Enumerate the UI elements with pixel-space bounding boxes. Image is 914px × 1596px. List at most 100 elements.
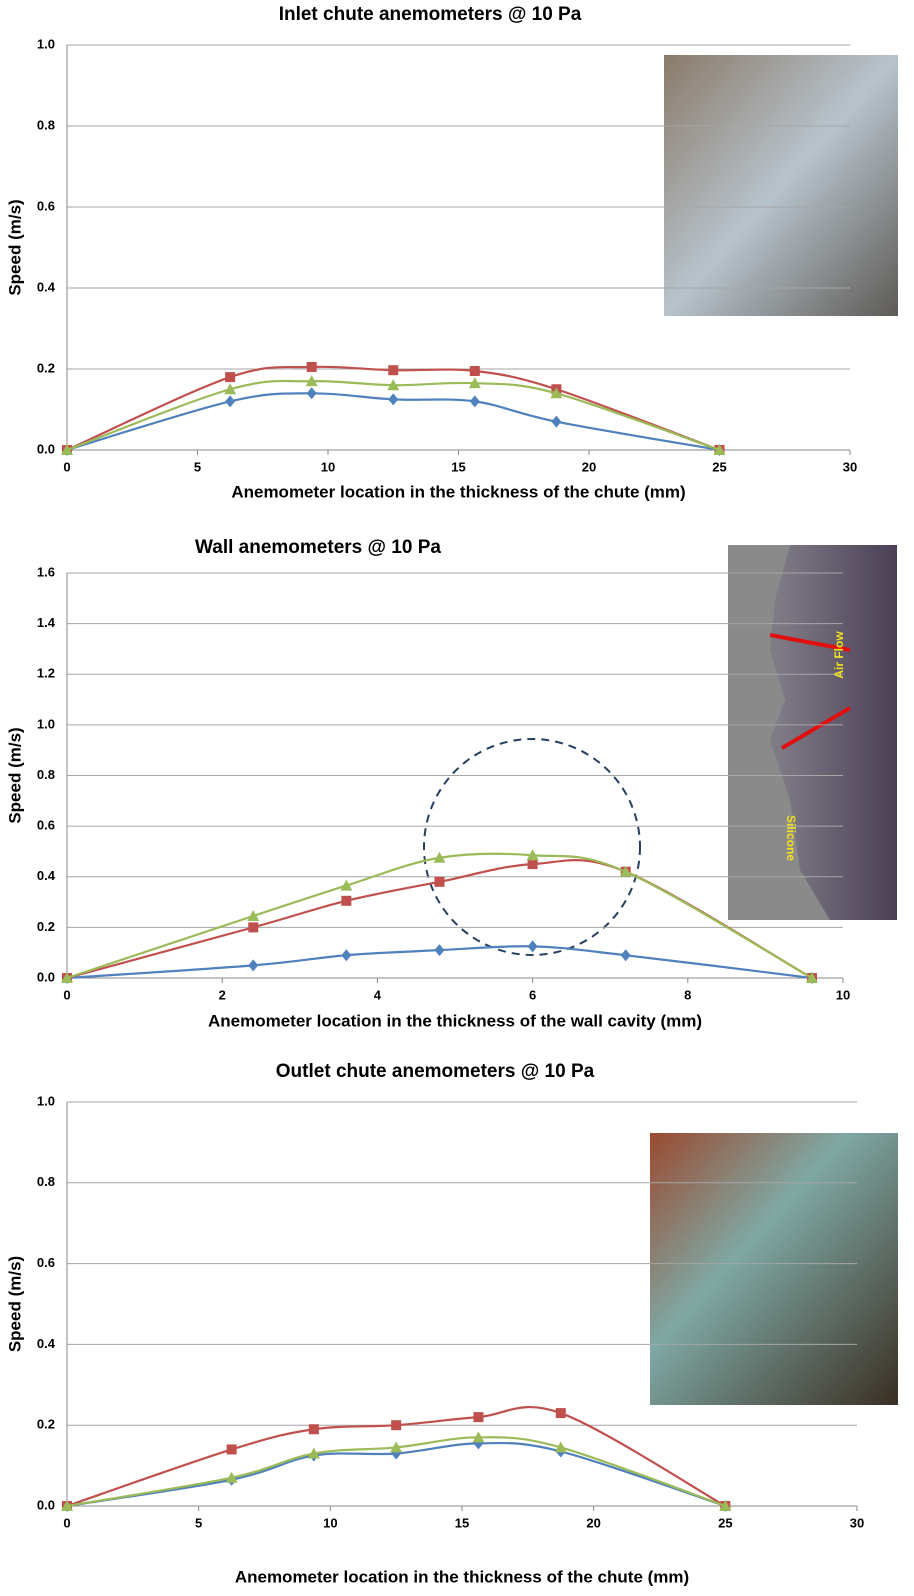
photo bbox=[650, 1133, 898, 1405]
marker bbox=[341, 949, 352, 962]
marker bbox=[550, 387, 563, 399]
highlight-circle bbox=[423, 738, 641, 956]
x-tick-label: 5 bbox=[195, 1515, 202, 1530]
marker bbox=[620, 949, 631, 962]
y-tick-label: 0.2 bbox=[37, 1417, 55, 1432]
photo bbox=[664, 55, 898, 316]
annotation: Air Flow bbox=[832, 631, 846, 679]
y-tick-label: 0.4 bbox=[37, 1336, 56, 1351]
y-tick-label: 1.6 bbox=[37, 564, 55, 579]
marker bbox=[619, 865, 632, 877]
x-tick-label: 20 bbox=[582, 459, 596, 474]
marker bbox=[555, 1408, 566, 1419]
marker bbox=[61, 444, 73, 455]
y-tick-label: 0.6 bbox=[37, 818, 55, 833]
marker bbox=[225, 395, 236, 408]
y-tick-label: 0.0 bbox=[37, 969, 55, 984]
y-tick-label: 1.4 bbox=[37, 615, 56, 630]
x-tick-label: 30 bbox=[850, 1515, 864, 1530]
x-tick-label: 0 bbox=[63, 459, 70, 474]
x-tick-label: 2 bbox=[219, 987, 226, 1002]
marker bbox=[225, 1471, 238, 1483]
x-tick-label: 10 bbox=[321, 459, 335, 474]
marker bbox=[308, 1424, 319, 1435]
marker bbox=[390, 1441, 403, 1453]
marker bbox=[341, 895, 352, 906]
marker bbox=[473, 1412, 484, 1423]
marker bbox=[388, 393, 399, 406]
marker bbox=[554, 1441, 567, 1453]
marker bbox=[434, 876, 445, 887]
chart-title: Outlet chute anemometers @ 10 Pa bbox=[276, 1061, 595, 1082]
y-tick-label: 1.0 bbox=[37, 716, 55, 731]
y-tick-label: 0.0 bbox=[37, 441, 55, 456]
marker bbox=[226, 1444, 237, 1455]
arrow bbox=[780, 706, 852, 750]
x-tick-label: 10 bbox=[323, 1515, 337, 1530]
y-tick-label: 0.4 bbox=[37, 868, 56, 883]
marker bbox=[468, 377, 481, 389]
marker bbox=[306, 361, 317, 372]
y-tick-label: 0.2 bbox=[37, 360, 55, 375]
marker bbox=[526, 849, 539, 861]
marker bbox=[305, 375, 318, 387]
y-tick-label: 1.0 bbox=[37, 36, 55, 51]
chart-title: Wall anemometers @ 10 Pa bbox=[195, 537, 441, 558]
marker bbox=[527, 859, 538, 870]
x-tick-label: 25 bbox=[718, 1515, 732, 1530]
y-tick-label: 0.0 bbox=[37, 1497, 55, 1512]
marker bbox=[527, 940, 538, 953]
marker bbox=[805, 972, 818, 983]
y-tick-label: 0.8 bbox=[37, 1174, 55, 1189]
marker bbox=[61, 972, 73, 983]
marker bbox=[224, 383, 237, 395]
y-tick-label: 0.8 bbox=[37, 117, 55, 132]
y-axis-label: Speed (m/s) bbox=[5, 1256, 24, 1352]
marker bbox=[248, 959, 259, 972]
x-tick-label: 15 bbox=[451, 459, 465, 474]
marker bbox=[61, 1500, 73, 1511]
x-tick-label: 10 bbox=[836, 987, 850, 1002]
y-tick-label: 1.2 bbox=[37, 666, 55, 681]
x-tick-label: 30 bbox=[843, 459, 857, 474]
x-axis-label: Anemometer location in the thickness of … bbox=[231, 482, 685, 501]
marker bbox=[387, 379, 400, 391]
marker bbox=[713, 444, 726, 455]
x-axis-label: Anemometer location in the thickness of … bbox=[208, 1011, 702, 1030]
marker bbox=[248, 922, 259, 933]
x-tick-label: 5 bbox=[194, 459, 201, 474]
x-tick-label: 0 bbox=[63, 987, 70, 1002]
marker bbox=[340, 879, 353, 891]
y-tick-label: 0.8 bbox=[37, 767, 55, 782]
chart-title: Inlet chute anemometers @ 10 Pa bbox=[279, 4, 582, 25]
x-tick-label: 6 bbox=[529, 987, 536, 1002]
x-tick-label: 15 bbox=[455, 1515, 469, 1530]
marker bbox=[247, 909, 260, 921]
marker bbox=[551, 415, 562, 428]
y-tick-label: 0.2 bbox=[37, 919, 55, 934]
marker bbox=[472, 1431, 485, 1443]
marker bbox=[391, 1420, 402, 1431]
marker bbox=[469, 395, 480, 408]
x-tick-label: 20 bbox=[586, 1515, 600, 1530]
marker bbox=[469, 366, 480, 377]
series-line bbox=[66, 852, 813, 980]
x-tick-label: 0 bbox=[63, 1515, 70, 1530]
arrow bbox=[769, 633, 851, 652]
y-axis-label: Speed (m/s) bbox=[5, 727, 24, 823]
y-tick-label: 0.6 bbox=[37, 1255, 55, 1270]
series-line bbox=[66, 379, 720, 452]
annotation: Silicone bbox=[784, 815, 798, 861]
y-tick-label: 1.0 bbox=[37, 1093, 55, 1108]
y-tick-label: 0.6 bbox=[37, 198, 55, 213]
marker bbox=[388, 365, 399, 376]
x-tick-label: 4 bbox=[374, 987, 382, 1002]
x-tick-label: 25 bbox=[712, 459, 726, 474]
y-axis-label: Speed (m/s) bbox=[5, 199, 24, 295]
marker bbox=[434, 944, 445, 957]
x-axis-label: Anemometer location in the thickness of … bbox=[235, 1567, 689, 1586]
marker bbox=[306, 387, 317, 400]
x-tick-label: 8 bbox=[684, 987, 691, 1002]
